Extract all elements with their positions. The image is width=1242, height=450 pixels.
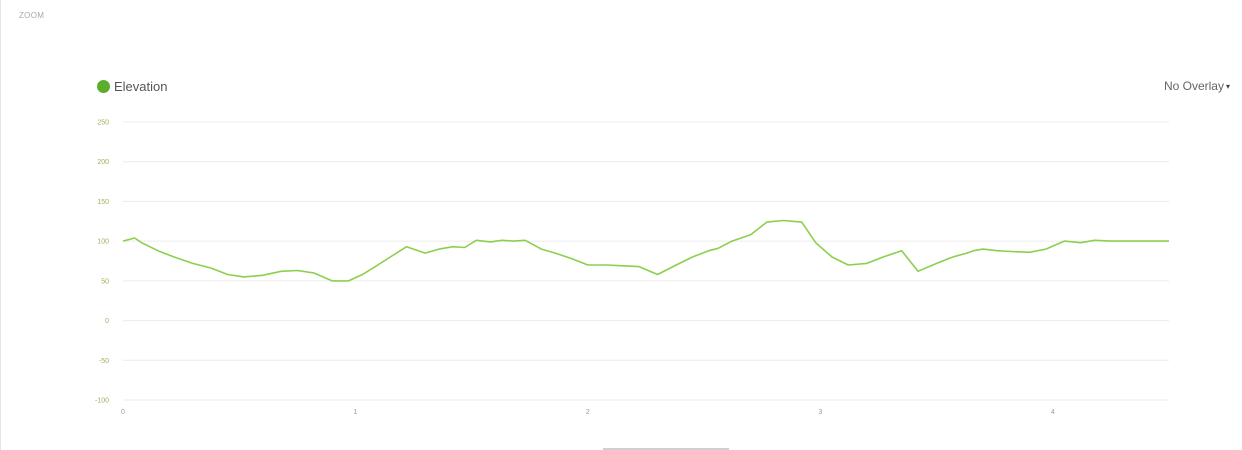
scroll-handle[interactable] [603,448,729,450]
legend-label: Elevation [114,79,168,94]
y-tick-label: -100 [95,398,109,405]
y-tick-label: 250 [97,120,109,127]
elevation-series-line[interactable] [122,219,1169,282]
x-tick-label: 0 [121,409,125,416]
x-tick-label: 4 [1051,409,1055,416]
legend-dot-icon [97,80,110,93]
x-tick-label: 3 [818,409,822,416]
y-tick-label: -50 [99,358,109,365]
chevron-down-icon: ▾ [1225,81,1230,91]
overlay-dropdown-label: No Overlay [1163,79,1224,93]
y-tick-label: 200 [97,159,109,166]
x-tick-label: 1 [353,409,357,416]
y-tick-label: 50 [101,278,109,285]
overlay-dropdown[interactable]: No Overlay ▾ [1164,79,1230,93]
x-tick-label: 2 [586,409,590,416]
zoom-label: ZOOM [19,11,45,20]
legend[interactable]: Elevation [97,79,167,94]
y-tick-label: 100 [97,239,109,246]
y-tick-label: 150 [97,199,109,206]
y-tick-label: 0 [105,318,109,325]
